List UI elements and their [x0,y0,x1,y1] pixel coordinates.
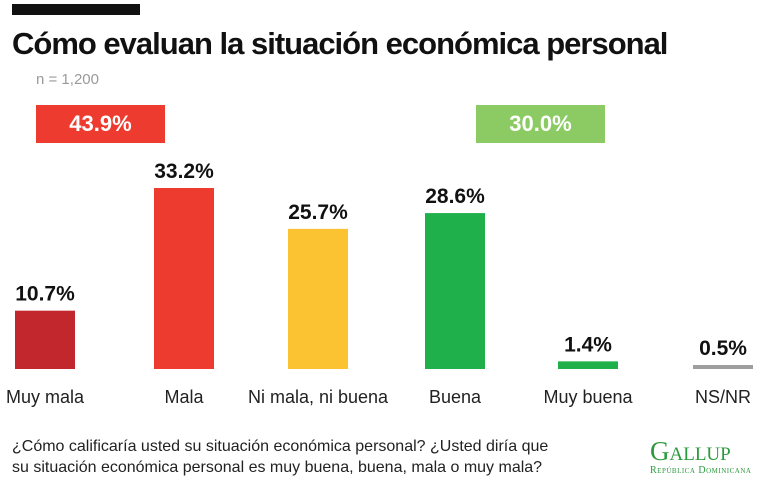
survey-question-line-1: ¿Cómo calificaría usted su situación eco… [12,438,549,455]
value-label-1: 33.2% [154,160,214,183]
top-accent-bar [12,4,140,15]
bar-2 [288,228,348,369]
summary-badge-positive: 30.0% [476,105,605,143]
survey-question-line-2: su situación económica personal es muy b… [12,459,543,476]
bar-1 [154,188,214,369]
chart-title: Cómo evaluan la situación económica pers… [12,26,668,61]
value-label-2: 25.7% [288,201,348,224]
category-label-3: Buena [429,387,482,407]
logo-subtitle: República Dominicana [650,465,752,476]
gallup-logo: Gallup República Dominicana [650,436,760,477]
sample-size: n = 1,200 [36,71,99,88]
value-label-0: 10.7% [15,283,75,306]
value-label-4: 1.4% [564,333,612,356]
category-label-4: Muy buena [543,387,633,407]
bar-3 [425,213,485,369]
value-label-5: 0.5% [699,337,747,360]
bar-0 [15,310,75,369]
bar-5 [693,365,753,369]
summary-badge-negative: 43.9% [36,105,165,143]
category-label-0: Muy mala [6,387,85,407]
category-label-1: Mala [164,387,204,407]
category-label-5: NS/NR [695,387,751,407]
logo-wordmark: Gallup [650,436,731,466]
bar-chart: 10.7% Muy mala 33.2% Mala 25.7% Ni mala, ni b… [6,160,753,407]
survey-question: ¿Cómo calificaría usted su situación eco… [12,436,548,478]
category-label-2: Ni mala, ni buena [248,387,389,407]
bar-4 [558,361,618,369]
value-label-3: 28.6% [425,185,485,208]
